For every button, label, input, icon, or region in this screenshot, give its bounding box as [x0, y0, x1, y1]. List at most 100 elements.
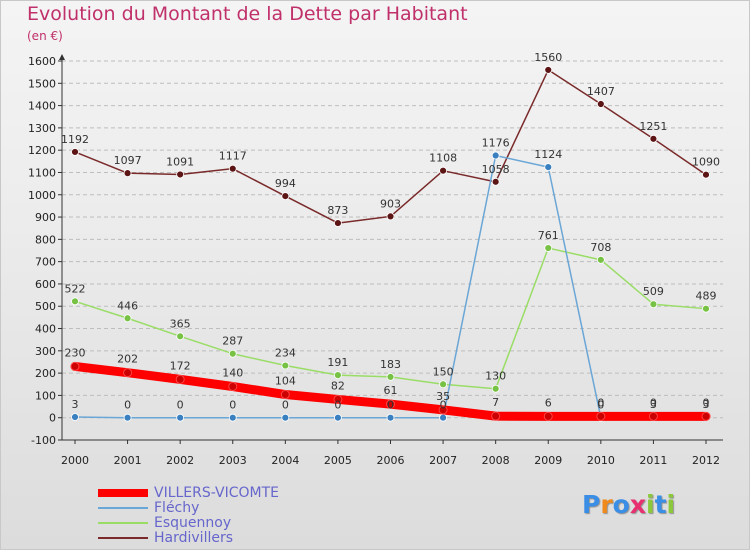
data-point — [175, 374, 185, 384]
data-point — [386, 413, 395, 422]
data-label: 1124 — [534, 148, 562, 161]
data-point — [439, 413, 447, 422]
logo-letter: i — [666, 490, 676, 519]
data-label: 1192 — [61, 133, 89, 146]
data-point — [491, 384, 500, 393]
legend-item: Fléchy — [98, 501, 279, 516]
data-point — [701, 411, 711, 421]
data-point — [544, 163, 553, 172]
proxiti-logo: Proxiti — [582, 490, 675, 519]
data-label: 446 — [117, 299, 138, 312]
y-tick-label: 1000 — [28, 189, 56, 202]
data-label: 761 — [538, 229, 559, 242]
data-point — [648, 411, 658, 421]
x-tick-label: 2012 — [692, 454, 720, 467]
axes: -100010020030040050060070080090010001100… — [28, 54, 723, 467]
y-tick-label: 0 — [49, 412, 56, 425]
data-label: 0 — [282, 399, 289, 412]
y-tick-label: 1300 — [28, 122, 56, 135]
legend-item: Hardivillers — [98, 531, 279, 546]
data-label: 1097 — [114, 154, 142, 167]
legend: VILLERS-VICOMTE Fléchy Esquennoy Hardiville… — [98, 486, 279, 546]
data-label: 994 — [275, 177, 296, 190]
y-tick-label: 300 — [35, 345, 56, 358]
x-tick-label: 2007 — [429, 454, 457, 467]
x-tick-label: 2010 — [587, 454, 615, 467]
y-tick-label: 100 — [35, 389, 56, 402]
x-tick-label: 2006 — [377, 454, 405, 467]
legend-item: VILLERS-VICOMTE — [98, 486, 279, 501]
data-label: 234 — [275, 347, 296, 360]
data-point — [176, 170, 185, 179]
x-tick-label: 2001 — [114, 454, 142, 467]
data-label: 61 — [384, 384, 398, 397]
chart-title: Evolution du Montant de la Dette par Hab… — [27, 3, 468, 25]
x-tick-label: 2005 — [324, 454, 352, 467]
data-point — [71, 148, 79, 156]
data-label: 522 — [65, 282, 86, 295]
data-label: 191 — [327, 356, 348, 369]
logo-letter: r — [600, 490, 613, 519]
logo-letter: x — [629, 490, 646, 519]
data-point — [438, 405, 448, 415]
data-label: 104 — [275, 375, 296, 388]
data-label: 1251 — [639, 120, 667, 133]
data-point — [228, 381, 238, 391]
data-label: 3 — [703, 398, 710, 411]
data-point — [702, 304, 710, 313]
legend-label: Fléchy — [154, 500, 200, 516]
data-point — [491, 177, 500, 186]
data-label: 1091 — [166, 155, 194, 168]
y-tick-label: 800 — [35, 233, 56, 246]
data-label: 35 — [436, 390, 450, 403]
data-label: 1407 — [587, 85, 615, 98]
data-label: 0 — [597, 399, 604, 412]
data-point — [439, 380, 447, 389]
y-tick-label: -100 — [31, 434, 56, 447]
data-label: 708 — [590, 241, 611, 254]
data-point — [439, 166, 447, 175]
data-point — [71, 413, 79, 421]
x-tick-label: 2011 — [639, 454, 667, 467]
data-point — [544, 66, 553, 74]
data-point — [386, 212, 395, 221]
data-label: 0 — [650, 396, 657, 409]
data-label: 3 — [650, 398, 657, 411]
data-label: 1058 — [482, 163, 510, 176]
data-label: 0 — [124, 399, 131, 412]
data-point — [334, 219, 342, 227]
legend-label: Hardivillers — [154, 530, 234, 546]
data-label: 6 — [545, 396, 552, 409]
y-tick-label: 900 — [35, 211, 56, 224]
data-label: 287 — [222, 335, 243, 348]
data-label: 0 — [229, 399, 236, 412]
series-layer — [70, 66, 711, 422]
data-label: 0 — [703, 396, 710, 409]
data-point — [281, 361, 290, 370]
logo-letter: o — [612, 490, 630, 519]
data-point — [123, 368, 133, 378]
y-tick-label: 1500 — [28, 77, 56, 90]
data-point — [386, 399, 395, 409]
data-label: 1108 — [429, 152, 457, 165]
data-label: 1176 — [482, 137, 510, 150]
y-tick-label: 1200 — [28, 144, 56, 157]
data-label: 0 — [597, 396, 604, 409]
data-point — [491, 411, 501, 421]
data-label: 365 — [170, 317, 191, 330]
y-axis-arrow — [59, 54, 65, 60]
unit-label: (en €) — [27, 29, 63, 43]
data-point — [596, 411, 606, 421]
logo-letter: P — [582, 490, 601, 519]
data-point — [334, 371, 342, 380]
data-label: 3 — [72, 398, 79, 411]
x-tick-label: 2008 — [482, 454, 510, 467]
data-point — [702, 170, 710, 179]
legend-swatch — [98, 537, 148, 539]
y-tick-label: 1400 — [28, 100, 56, 113]
data-point — [70, 361, 80, 371]
data-label: 489 — [696, 290, 717, 303]
legend-swatch — [98, 507, 148, 509]
data-label: 230 — [65, 346, 86, 359]
